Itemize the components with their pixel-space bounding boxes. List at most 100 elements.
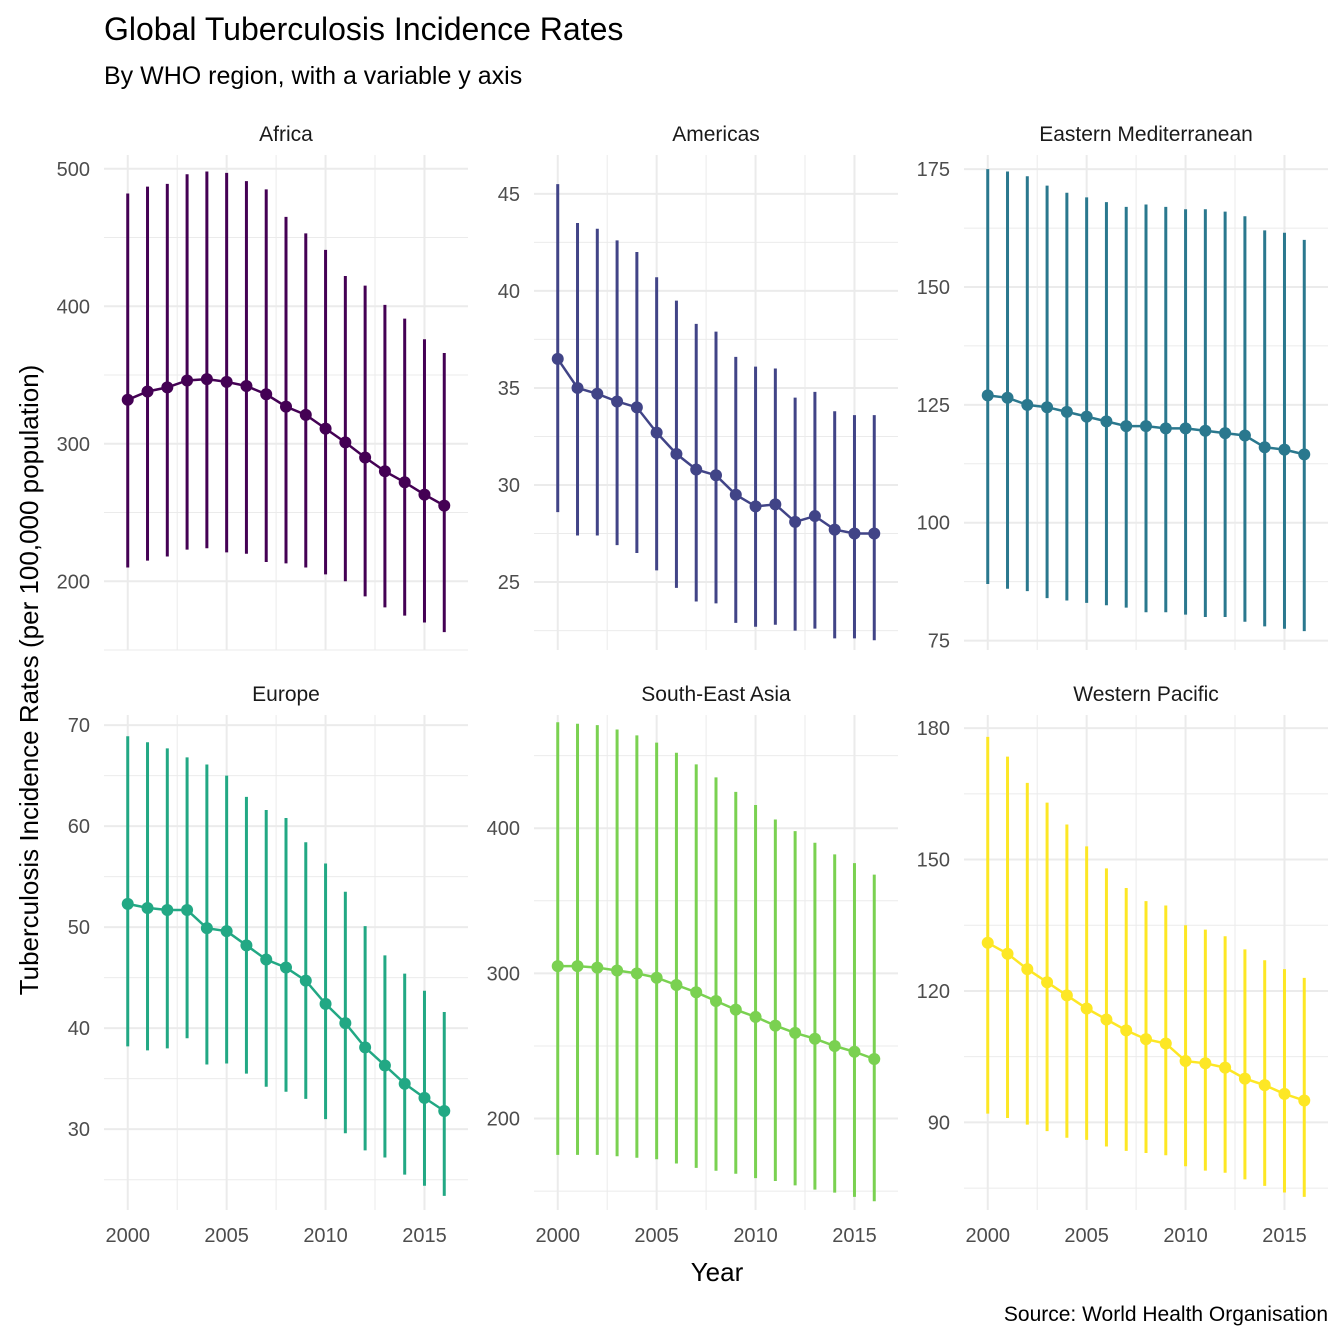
y-tick-label: 90 (928, 1112, 950, 1134)
data-point (828, 1039, 841, 1052)
data-point (141, 385, 154, 398)
data-point (161, 903, 174, 916)
data-point (438, 1105, 451, 1117)
y-tick-label: 60 (68, 816, 90, 838)
data-point (200, 922, 213, 935)
data-point (808, 510, 821, 523)
data-point (1001, 947, 1014, 960)
panel-europe: Europe 30 40 50 60 70 2000 2005 2010 2015 (68, 683, 468, 1247)
y-tick-label: 400 (487, 818, 520, 840)
data-point (418, 1091, 431, 1104)
y-tick-label: 120 (917, 981, 950, 1003)
data-point (848, 1045, 861, 1058)
data-point (1120, 420, 1133, 433)
y-tick-label: 500 (57, 159, 90, 181)
data-point (710, 469, 722, 482)
x-tick-label: 2000 (105, 1225, 150, 1247)
data-point (769, 498, 782, 511)
data-point (630, 401, 643, 414)
data-point (280, 961, 292, 974)
chart-subtitle: By WHO region, with a variable y axis (104, 62, 522, 90)
data-point (1258, 441, 1271, 454)
data-point (1100, 1013, 1113, 1026)
data-point (339, 1017, 352, 1030)
data-point (220, 925, 233, 938)
data-point (611, 395, 624, 408)
data-point (868, 527, 881, 540)
y-tick-label: 75 (928, 631, 950, 653)
data-point (1140, 1033, 1152, 1046)
data-point (240, 939, 253, 952)
x-tick-label: 2000 (535, 1225, 580, 1247)
y-tick-label: 40 (498, 281, 520, 303)
data-point (398, 476, 411, 489)
data-point (1041, 976, 1054, 989)
x-axis-title: Year (691, 1257, 744, 1287)
x-tick-label: 2010 (733, 1225, 778, 1247)
data-point (1080, 410, 1093, 423)
data-point (1159, 422, 1172, 435)
data-point (438, 499, 451, 512)
caption: Source: World Health Organisation (1004, 1303, 1328, 1326)
data-point (319, 422, 332, 435)
data-point (690, 463, 703, 476)
panel-strip-label: Eastern Mediterranean (1039, 123, 1253, 146)
panel-western-pacific: Western Pacific 90 120 150 180 2000 2005 2010 20… (917, 683, 1328, 1247)
data-point (591, 961, 604, 974)
data-point (611, 964, 624, 977)
data-point (650, 426, 663, 439)
data-point (769, 1019, 782, 1032)
data-point (1219, 1061, 1232, 1074)
data-point (240, 380, 253, 392)
data-point (161, 381, 174, 394)
data-point (1001, 391, 1014, 404)
y-tick-label: 150 (917, 277, 950, 299)
y-tick-label: 200 (487, 1109, 520, 1131)
panels: Africa 200 300 400 500 Americas 25 30 35 40 45 East… (57, 123, 1328, 1247)
data-point (1100, 415, 1113, 428)
data-point (1080, 1002, 1093, 1015)
x-tick-label: 2005 (1064, 1225, 1109, 1247)
data-point (828, 523, 841, 536)
data-point (749, 1010, 762, 1023)
y-tick-label: 100 (917, 513, 950, 535)
data-point (551, 960, 564, 973)
data-point (1159, 1037, 1172, 1050)
data-point (359, 451, 372, 464)
data-point (571, 381, 584, 394)
y-tick-label: 400 (57, 296, 90, 318)
y-tick-label: 300 (487, 963, 520, 985)
data-point (729, 488, 742, 501)
data-point (220, 375, 233, 388)
y-tick-label: 300 (57, 434, 90, 456)
y-tick-label: 125 (917, 395, 950, 417)
data-point (141, 901, 154, 914)
panel-americas: Americas 25 30 35 40 45 (498, 123, 898, 650)
data-point (181, 903, 194, 916)
data-point (1298, 1094, 1311, 1107)
y-tick-label: 180 (917, 718, 950, 740)
data-point (280, 400, 292, 413)
data-point (729, 1003, 742, 1016)
x-tick-label: 2015 (1262, 1225, 1307, 1247)
x-tick-label: 2010 (303, 1225, 348, 1247)
y-tick-label: 30 (68, 1119, 90, 1141)
data-point (789, 515, 802, 528)
data-point (299, 974, 312, 987)
x-tick-label: 2005 (634, 1225, 679, 1247)
panel-strip-label: South-East Asia (641, 683, 791, 706)
y-tick-label: 70 (68, 715, 90, 737)
data-point (121, 393, 134, 406)
data-point (378, 1059, 391, 1072)
y-tick-label: 25 (498, 572, 520, 594)
panel-south-east-asia: South-East Asia 200 300 400 2000 2005 2010 2015 (487, 683, 898, 1247)
data-point (1199, 1057, 1212, 1070)
data-point (571, 960, 584, 973)
data-point (670, 447, 683, 460)
panel-strip-label: Americas (672, 123, 760, 146)
data-point (1060, 405, 1073, 418)
x-tick-label: 2015 (402, 1225, 447, 1247)
data-point (981, 936, 994, 949)
data-point (319, 997, 332, 1010)
y-tick-label: 50 (68, 917, 90, 939)
